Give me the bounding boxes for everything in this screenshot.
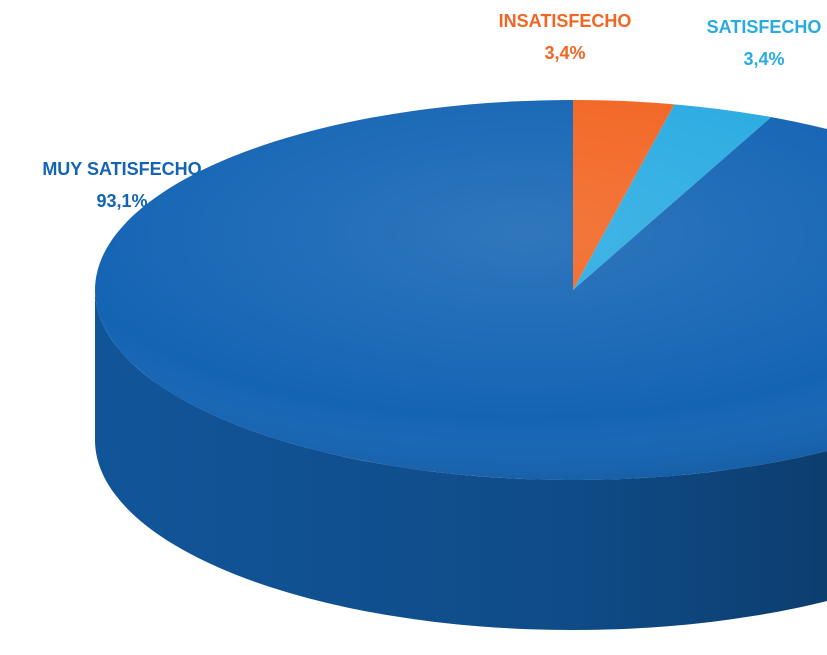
slice-label: MUY SATISFECHO: [42, 159, 201, 179]
slice-value-label: 93,1%: [96, 191, 147, 211]
pie-side-shade: [95, 290, 827, 630]
slice-value-label: 3,4%: [544, 43, 585, 63]
pie-shine: [95, 100, 827, 480]
slice-label: INSATISFECHO: [499, 11, 632, 31]
slice-value-label: 3,4%: [743, 49, 784, 69]
slice-label: SATISFECHO: [707, 17, 822, 37]
